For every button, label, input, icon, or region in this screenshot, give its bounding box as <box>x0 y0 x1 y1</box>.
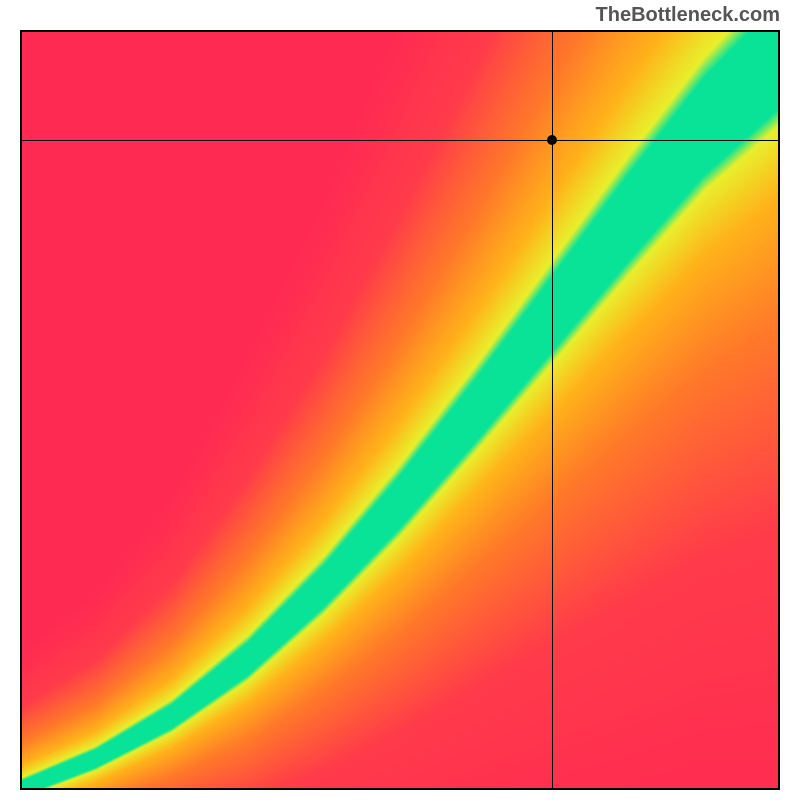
watermark-text: TheBottleneck.com <box>596 4 780 27</box>
crosshair-marker <box>547 135 557 145</box>
chart-border <box>20 30 780 790</box>
crosshair-horizontal <box>20 140 780 141</box>
